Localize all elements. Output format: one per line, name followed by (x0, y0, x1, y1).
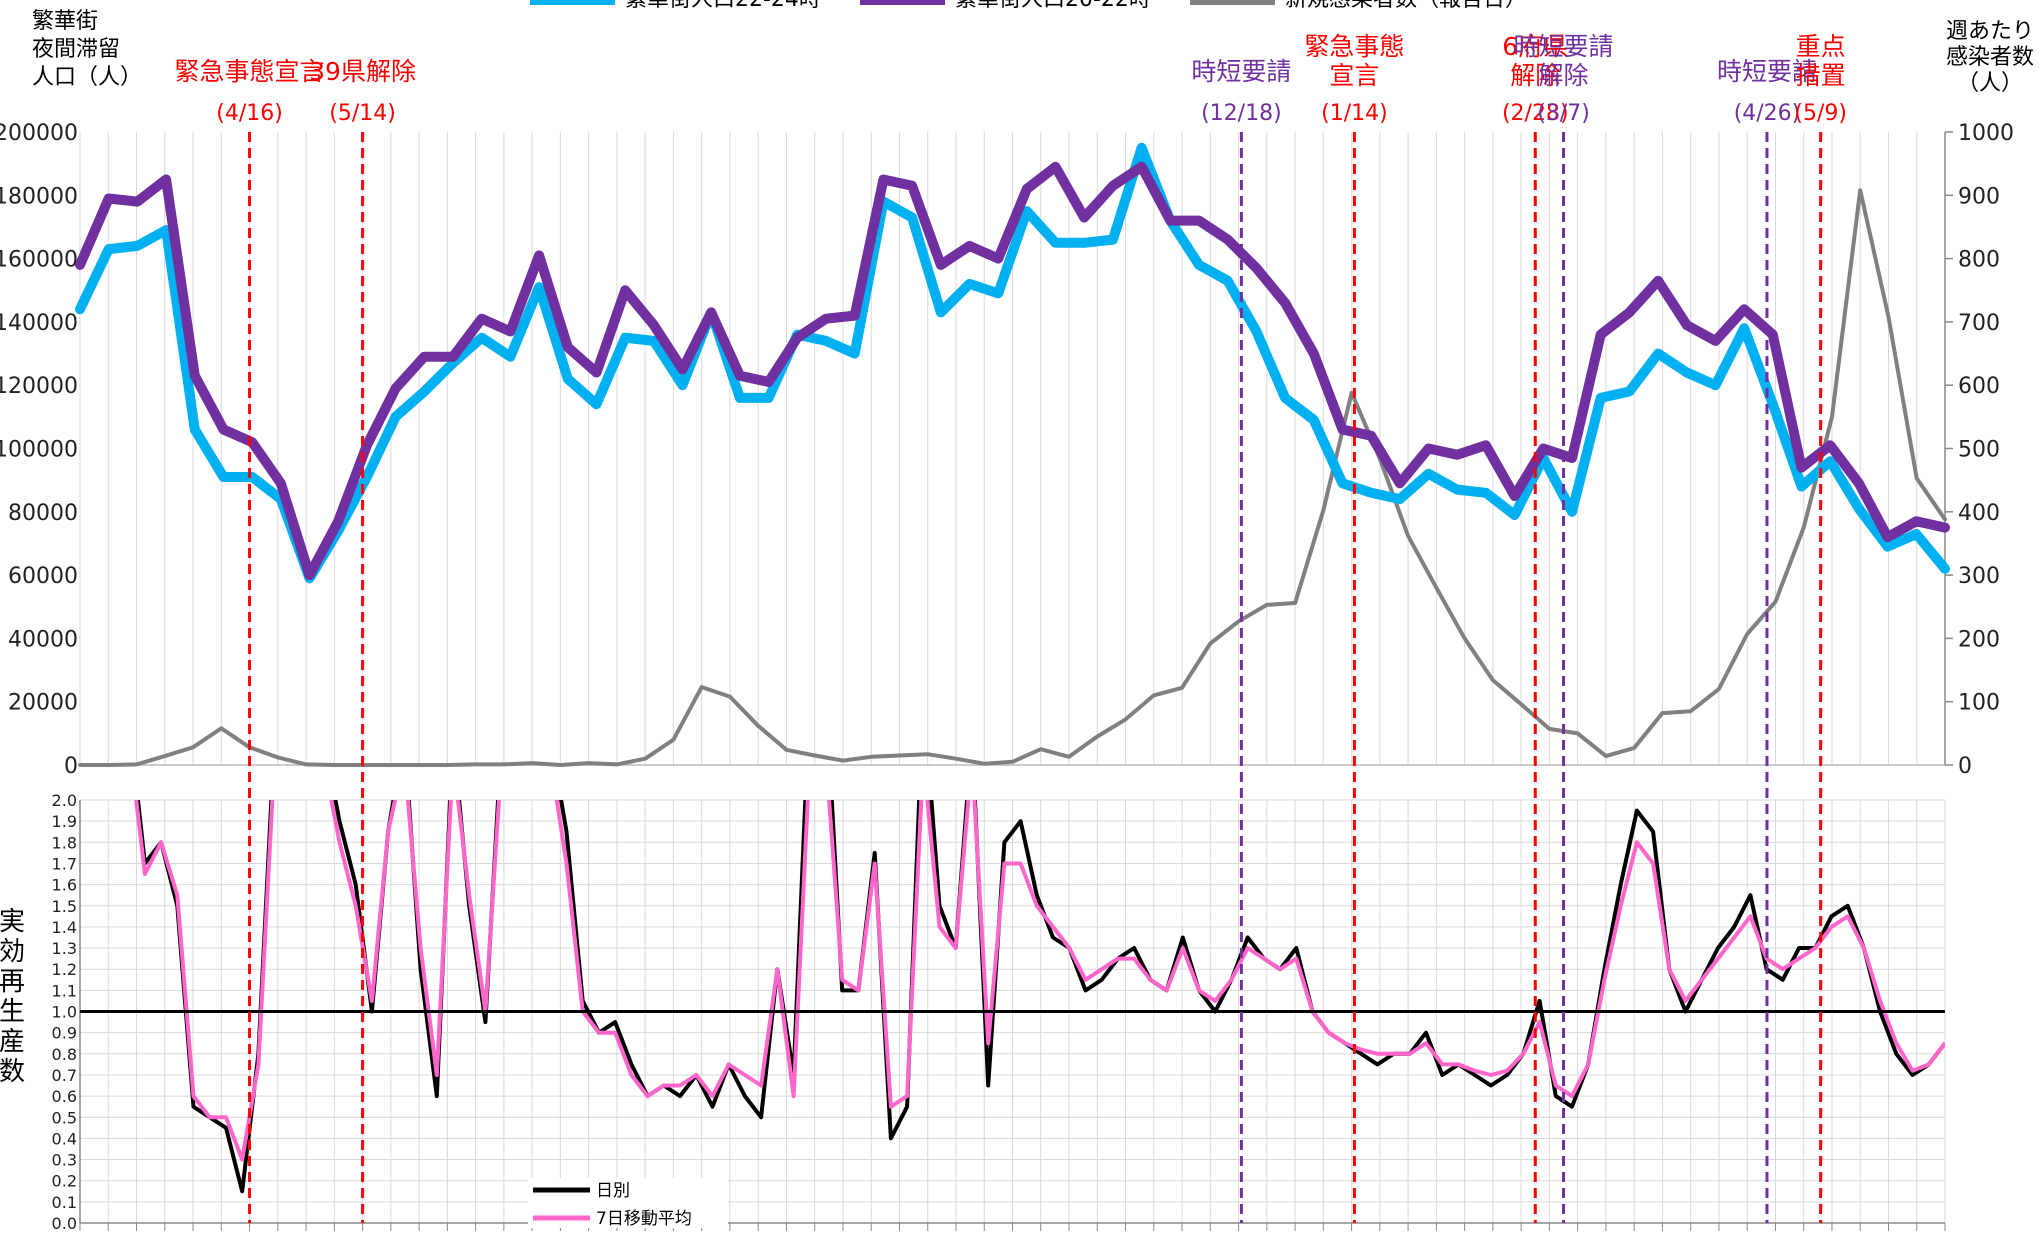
left-tick-label: 180000 (0, 184, 78, 209)
right-tick-label: 100 (1958, 691, 2000, 716)
left-axis-title-line: 人口（人） (32, 65, 142, 90)
rt-tick-label: 0.2 (52, 1172, 77, 1191)
left-tick-label: 20000 (8, 691, 78, 716)
right-tick-label: 700 (1958, 311, 2000, 336)
rt-tick-label: 0.6 (52, 1087, 77, 1106)
right-tick-label: 500 (1958, 438, 2000, 463)
right-axis-title-line: 週あたり (1946, 19, 2034, 44)
top-legend-label: 新規感染者数（報告日） (1285, 0, 1527, 12)
right-tick-label: 1000 (1958, 121, 2014, 146)
right-tick-label: 400 (1958, 501, 2000, 526)
axes: 2000001800001600001400001200001000008000… (0, 121, 2014, 1233)
left-tick-label: 140000 (0, 311, 78, 336)
event-label: 時短要請 (1191, 57, 1291, 86)
top-legend: 繁華街人口22-24時 繁華街人口20-22時 新規感染者数（報告日） (530, 0, 1527, 12)
rt-tick-label: 0.1 (52, 1193, 77, 1212)
event-label: 緊急事態宣言 (175, 57, 325, 86)
rt-tick-label: 2.0 (52, 791, 77, 810)
event-date: (4/26) (1734, 101, 1801, 126)
rt-tick-label: 1.5 (52, 897, 77, 916)
rt-tick-label: 0.5 (52, 1108, 77, 1127)
rt-tick-label: 1.2 (52, 960, 77, 979)
left-tick-label: 40000 (8, 627, 78, 652)
event-label: 重点 (1796, 32, 1846, 61)
event-date: (5/14) (329, 101, 396, 126)
rt-tick-label: 0.4 (52, 1129, 77, 1148)
rt-tick-label: 1.1 (52, 981, 77, 1000)
rt-axis-title-char: 生 (0, 997, 25, 1027)
left-axis-title-line: 繁華街 (32, 9, 98, 34)
rt-axis-title-char: 産 (0, 1027, 25, 1057)
top-legend-label: 繁華街人口20-22時 (955, 0, 1151, 12)
left-tick-label: 100000 (0, 438, 78, 463)
event-date: (12/18) (1201, 101, 1282, 126)
event-date: (1/14) (1321, 101, 1388, 126)
rt-axis-title-char: 再 (0, 967, 25, 997)
event-label: 宣言 (1329, 61, 1379, 90)
rt-tick-label: 0.9 (52, 1024, 77, 1043)
legend-label: 日別 (596, 1181, 630, 1201)
event-label: 緊急事態 (1304, 32, 1404, 61)
rt-tick-label: 0.8 (52, 1045, 77, 1064)
right-axis-title-line: （人） (1957, 71, 2023, 96)
left-tick-label: 80000 (8, 501, 78, 526)
rt-axis-title-char: 効 (0, 937, 25, 967)
top-legend-label: 繁華街人口22-24時 (625, 0, 821, 12)
left-tick-label: 60000 (8, 564, 78, 589)
rt-tick-label: 0.3 (52, 1151, 77, 1170)
left-tick-label: 160000 (0, 248, 78, 273)
rt-tick-label: 0.7 (52, 1066, 77, 1085)
left-tick-label: 0 (64, 754, 78, 779)
rt-tick-label: 1.7 (52, 854, 77, 873)
rt-tick-label: 1.3 (52, 939, 77, 958)
event-date: (5/9) (1794, 101, 1847, 126)
event-date: (3/7) (1537, 101, 1590, 126)
rt-axis-title-char: 数 (0, 1057, 25, 1087)
right-tick-label: 200 (1958, 627, 2000, 652)
right-tick-label: 800 (1958, 248, 2000, 273)
right-tick-label: 0 (1958, 754, 1972, 779)
event-label: 措置 (1796, 61, 1846, 90)
rt-tick-label: 1.9 (52, 812, 77, 831)
rt-tick-label: 1.4 (52, 918, 77, 937)
event-label: 時短要請 (1514, 32, 1614, 61)
event-markers: 緊急事態宣言 (4/16) 39県解除 (5/14) 時短要請 (12/18) 緊急事態宣言… (175, 32, 1847, 1223)
right-tick-label: 300 (1958, 564, 2000, 589)
event-label: 解除 (1539, 61, 1589, 90)
rt-tick-label: 1.6 (52, 876, 77, 895)
left-axis-title-line: 夜間滞留 (32, 37, 120, 62)
event-label: 39県解除 (309, 57, 416, 86)
bottom-legend: 日別 7日移動平均 (528, 1178, 728, 1229)
rt-tick-label: 1.0 (52, 1003, 77, 1022)
right-tick-label: 900 (1958, 184, 2000, 209)
event-date: (4/16) (216, 101, 283, 126)
left-tick-label: 120000 (0, 374, 78, 399)
right-tick-label: 600 (1958, 374, 2000, 399)
rt-tick-label: 1.8 (52, 833, 77, 852)
right-axis-title-line: 感染者数 (1946, 45, 2034, 70)
rt-axis-title-char: 実 (0, 907, 25, 937)
left-tick-label: 200000 (0, 121, 78, 146)
legend-label: 7日移動平均 (596, 1209, 692, 1229)
rt-tick-label: 0.0 (52, 1214, 77, 1233)
